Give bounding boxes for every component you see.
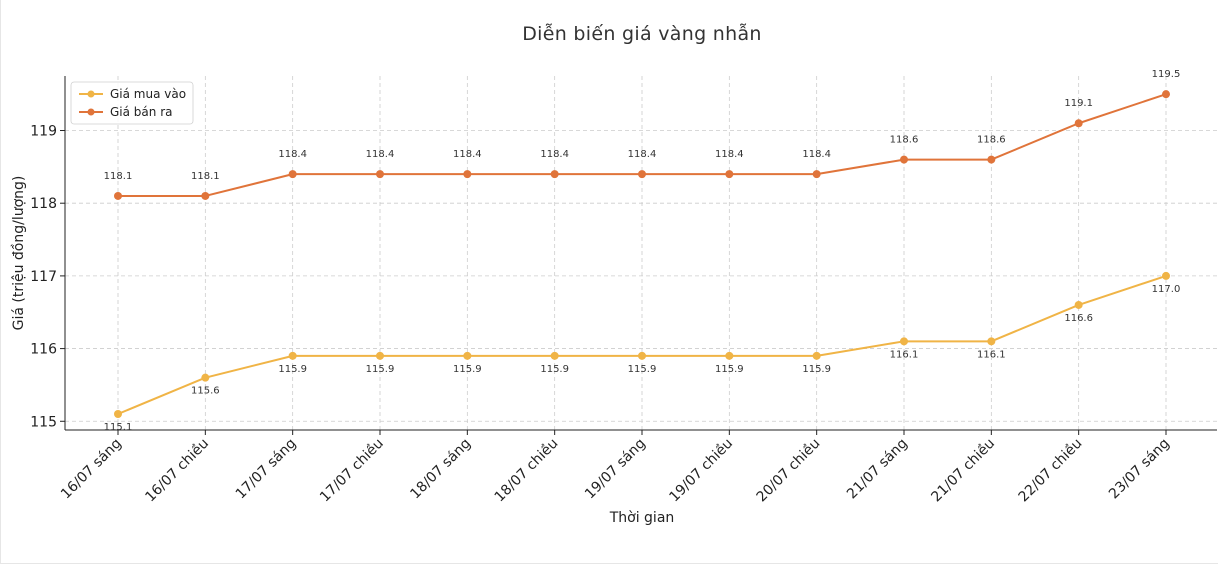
series-2-point (900, 155, 908, 164)
series (114, 90, 1170, 419)
series-2-data-label: 118.4 (802, 149, 831, 160)
series-2-point (376, 170, 384, 179)
series-2-point (550, 170, 559, 179)
x-tick-label: 17/07 sáng (233, 436, 300, 503)
series-1-data-label: 117.0 (1152, 284, 1181, 295)
series-1-point (288, 351, 297, 360)
y-tick-label: 116 (30, 342, 57, 358)
x-tick-label: 18/07 sáng (407, 436, 474, 503)
series-2-point (725, 170, 734, 179)
series-1-data-label: 116.1 (890, 349, 919, 360)
series-2-data-label: 118.4 (540, 149, 569, 160)
series-2-data-label: 118.4 (715, 149, 744, 160)
series-2-data-label: 118.4 (628, 149, 657, 160)
x-tick-label: 19/07 chiều (666, 435, 737, 506)
legend-entry-label: Giá bán ra (110, 105, 172, 119)
data-labels: 115.1 115.6 115.9 115.9 115.9 115.9 115.9 115.9… (104, 69, 1181, 433)
axes (60, 76, 1217, 435)
legend-swatch-marker (87, 90, 95, 98)
x-tick-label: 23/07 sáng (1106, 436, 1173, 503)
series-1-point (376, 351, 384, 360)
legend-swatch-marker (87, 108, 95, 116)
series-2-data-label: 119.1 (1064, 98, 1093, 109)
series-2-point (463, 170, 472, 179)
series-2-data-label: 118.4 (453, 149, 482, 160)
series-1-point (550, 351, 559, 360)
series-1-point (725, 351, 734, 360)
series-1-data-label: 115.9 (366, 364, 395, 375)
x-tick-label: 18/07 chiều (491, 435, 562, 506)
x-tick-label: 19/07 sáng (582, 436, 649, 503)
y-tick-label: 118 (30, 196, 57, 212)
series-2-data-label: 118.4 (278, 149, 307, 160)
series-1-data-label: 116.1 (977, 349, 1006, 360)
series-2-point (288, 170, 297, 179)
series-2-data-label: 118.6 (890, 135, 919, 146)
series-1-point (812, 351, 821, 360)
series-2-point (987, 155, 996, 164)
series-1-data-label: 115.1 (104, 422, 133, 433)
series-2-data-label: 118.1 (104, 171, 133, 182)
series-1-point (463, 351, 472, 360)
series-1-point (114, 410, 122, 419)
series-2-point (638, 170, 646, 179)
chart-title: Diễn biến giá vàng nhẫn (522, 22, 762, 45)
series-1-point (1074, 300, 1083, 309)
series-1-data-label: 115.6 (191, 386, 220, 397)
series-2-data-label: 118.6 (977, 135, 1006, 146)
x-tick-label: 16/07 chiều (142, 435, 213, 506)
series-1-data-label: 115.9 (802, 364, 831, 375)
y-axis-label: Giá (triệu đồng/lượng) (10, 176, 27, 331)
series-1-data-label: 115.9 (540, 364, 569, 375)
series-2-point (114, 191, 122, 200)
x-tick-label: 16/07 sáng (58, 436, 125, 503)
legend-entry-label: Giá mua vào (110, 87, 186, 101)
series-2-line (118, 93, 1167, 197)
legend-box (70, 81, 194, 125)
series-2-point (201, 191, 210, 200)
series-2-point (1074, 119, 1083, 128)
series-1-data-label: 115.9 (453, 364, 482, 375)
series-1-data-label: 115.9 (278, 364, 307, 375)
series-2-data-label: 118.4 (366, 149, 395, 160)
y-tick-label: 115 (30, 414, 57, 430)
series-1-data-label: 116.6 (1064, 313, 1093, 324)
series-1-point (638, 351, 646, 360)
series-2-data-label: 119.5 (1152, 69, 1181, 80)
series-2-point (1162, 90, 1170, 99)
series-1-point (900, 337, 908, 346)
grid (65, 76, 1217, 430)
x-tick-label: 21/07 chiều (928, 435, 999, 506)
y-tick-label: 117 (30, 269, 57, 285)
series-1-point (201, 373, 210, 382)
x-tick-label: 17/07 chiều (316, 435, 387, 506)
x-axis-label: Thời gian (609, 510, 675, 526)
series-1-data-label: 115.9 (628, 364, 657, 375)
series-2-data-label: 118.1 (191, 171, 220, 182)
x-tick-label: 22/07 chiều (1015, 435, 1086, 506)
legend: Giá mua vào Giá bán ra (70, 81, 194, 125)
y-tick-label: 119 (30, 124, 57, 140)
series-2-point (812, 170, 821, 179)
x-tick-label: 20/07 chiều (753, 435, 824, 506)
series-1-point (1162, 271, 1170, 280)
x-tick-label: 21/07 sáng (844, 436, 911, 503)
series-1-data-label: 115.9 (715, 364, 744, 375)
series-1-point (987, 337, 996, 346)
